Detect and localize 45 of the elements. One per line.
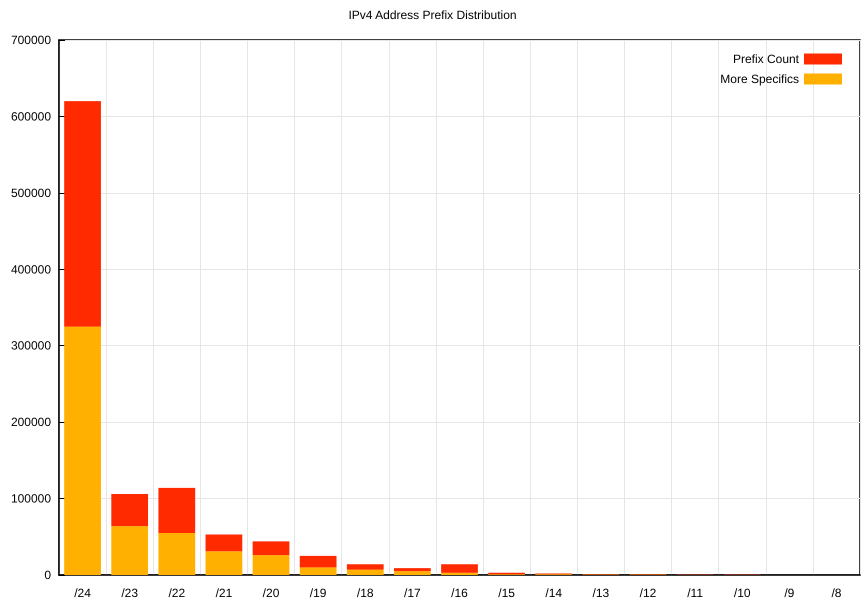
bar <box>111 494 148 526</box>
x-tick-label: /24 <box>74 586 92 600</box>
y-tick-label: 400000 <box>10 262 52 276</box>
bar <box>394 568 431 572</box>
bar <box>64 326 101 575</box>
x-tick-label: /9 <box>784 586 795 600</box>
legend-label: Prefix Count <box>732 52 800 66</box>
y-tick-label: 300000 <box>10 338 52 353</box>
bar <box>441 564 478 573</box>
x-tick-label: /10 <box>734 586 751 600</box>
x-tick-label: /22 <box>168 586 186 600</box>
x-tick-label: /19 <box>310 586 327 600</box>
bar <box>206 551 242 575</box>
bar <box>300 567 337 575</box>
x-tick-label: /16 <box>451 586 468 600</box>
x-tick-label: /18 <box>356 586 374 600</box>
bar <box>346 570 384 575</box>
x-tick-label: /17 <box>404 586 422 600</box>
bar <box>64 101 101 327</box>
y-tick-label: 100000 <box>10 492 52 506</box>
x-tick-label: /23 <box>121 586 138 600</box>
x-tick-label: /11 <box>687 586 704 600</box>
y-tick-label: 200000 <box>10 415 52 430</box>
bar <box>394 571 431 575</box>
x-tick-label: /8 <box>831 586 842 600</box>
x-tick-label: /21 <box>216 586 233 600</box>
chart-title: IPv4 Address Prefix Distribution <box>348 8 517 22</box>
x-tick-label: /14 <box>545 586 562 600</box>
y-tick-label: 500000 <box>10 186 52 200</box>
legend-label: More Specifics <box>720 72 799 86</box>
bar <box>252 541 290 556</box>
bar <box>346 564 384 570</box>
bar <box>158 532 196 575</box>
bar <box>158 488 196 533</box>
y-tick-label: 0 <box>44 568 52 582</box>
x-tick-label: /13 <box>592 586 610 600</box>
bar <box>252 555 290 575</box>
y-tick-label: 700000 <box>10 33 52 47</box>
x-tick-label: /12 <box>640 586 657 600</box>
bar <box>111 526 148 575</box>
y-tick-label: 600000 <box>10 109 52 124</box>
bar <box>300 556 337 568</box>
bar <box>206 534 242 552</box>
x-tick-label: /15 <box>498 586 516 600</box>
x-tick-label: /20 <box>262 586 280 600</box>
